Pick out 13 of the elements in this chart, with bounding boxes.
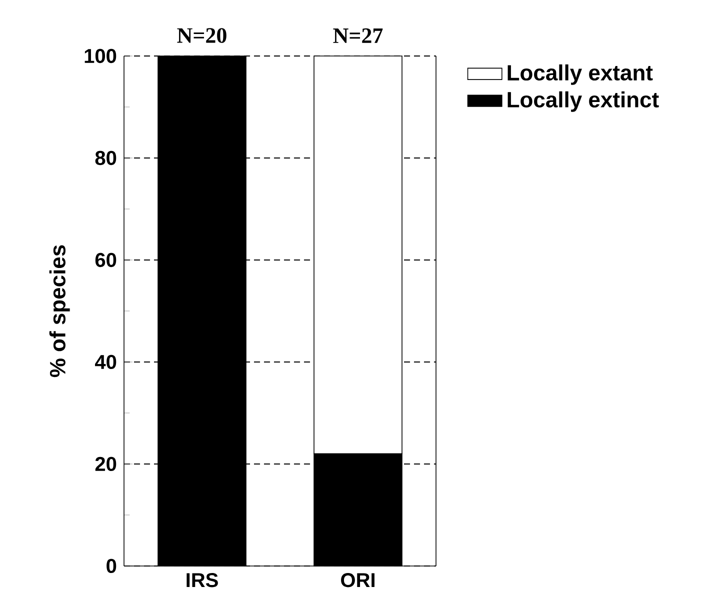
legend-label: Locally extinct bbox=[508, 91, 659, 112]
y-tick-label: 40 bbox=[95, 354, 116, 370]
y-axis-title: % of species bbox=[49, 245, 70, 378]
x-tick-label: ORI bbox=[341, 573, 374, 588]
y-tick-label: 100 bbox=[84, 48, 116, 64]
y-tick-label: 80 bbox=[95, 150, 116, 166]
y-tick-label: 20 bbox=[95, 456, 116, 472]
annotation: N=20 bbox=[177, 28, 226, 43]
annotation: N=27 bbox=[333, 28, 383, 43]
y-tick-label: 60 bbox=[95, 252, 116, 268]
y-tick-label: 0 bbox=[106, 558, 116, 574]
legend-label: Locally extant bbox=[508, 64, 653, 85]
x-tick-label: IRS bbox=[186, 573, 218, 588]
